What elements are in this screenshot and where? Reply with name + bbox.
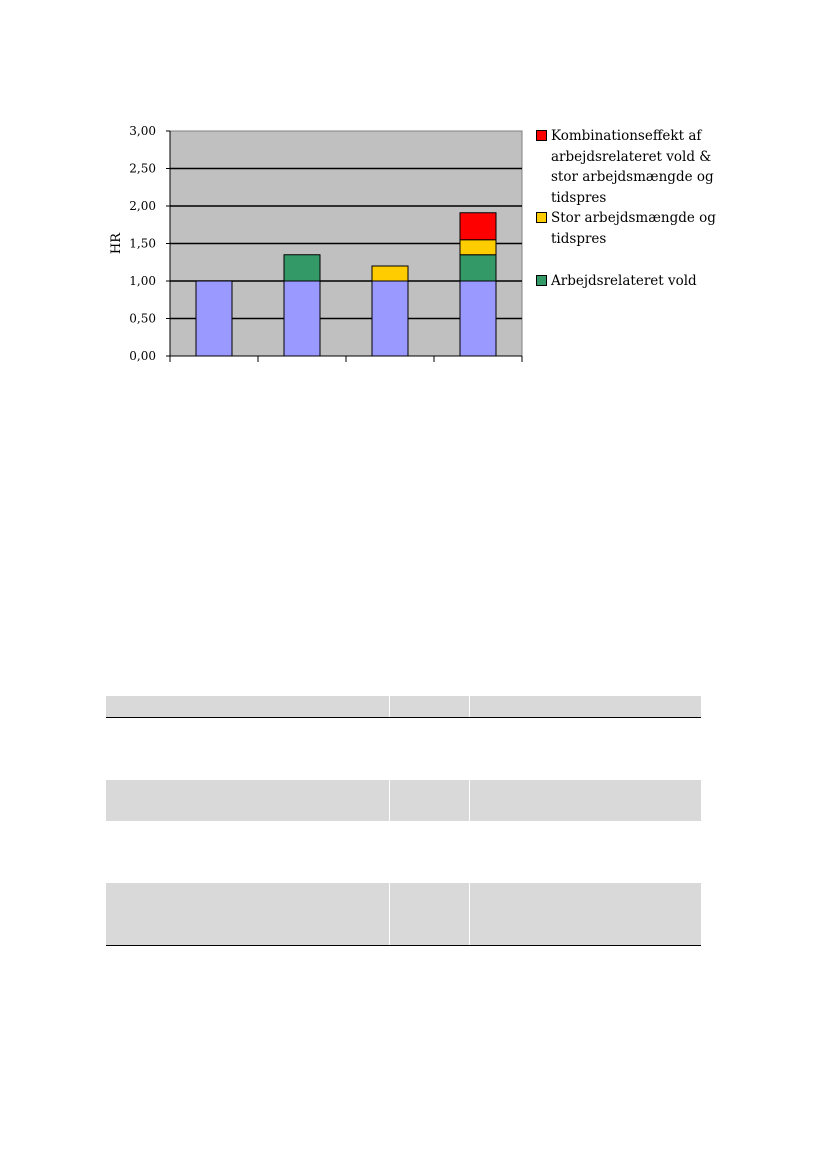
- legend-item-violence: Arbejdsrelateret vold: [536, 271, 726, 292]
- bar-segment-series-0: [283, 254, 321, 282]
- table-cell: [106, 718, 390, 780]
- table-row: [106, 821, 701, 883]
- table-header-cell: [106, 696, 390, 717]
- table-header-row: [106, 696, 701, 718]
- bar-segment-series-1: [459, 239, 497, 256]
- table-cell: [470, 821, 701, 883]
- y-tick-label: 2,50: [129, 162, 156, 176]
- bar-segment-series-1: [371, 265, 409, 282]
- table-row: [106, 718, 701, 780]
- legend-label: Kombinationseffekt af arbejdsrelateret v…: [551, 128, 714, 206]
- legend-swatch-yellow: [536, 212, 547, 223]
- table-cell: [390, 718, 470, 780]
- y-tick-label: 1,00: [129, 274, 156, 288]
- legend-swatch-green: [536, 275, 547, 286]
- stacked-bar-chart: 0,00 0,50 1,00 1,50 2,00 2,50 3,00 HR: [109, 124, 523, 363]
- table-cell: [106, 821, 390, 883]
- chart-legend: Kombinationseffekt af arbejdsrelateret v…: [536, 126, 726, 292]
- table-row: [106, 883, 701, 945]
- y-tick-label: 0,50: [129, 312, 156, 326]
- table-cell: [106, 883, 390, 945]
- y-tick-label: 2,00: [129, 199, 156, 213]
- table-cell: [390, 780, 470, 821]
- legend-label: Stor arbejdsmængde og tidspres: [551, 210, 716, 247]
- bar-segment-base: [371, 280, 409, 357]
- data-table: [106, 696, 701, 946]
- table-cell: [470, 883, 701, 945]
- bar-segment-series-2: [459, 212, 497, 241]
- table-header-cell: [390, 696, 470, 717]
- bar-segment-base: [459, 280, 497, 357]
- table-header-cell: [470, 696, 701, 717]
- y-tick-label: 3,00: [129, 124, 156, 138]
- bars: [195, 212, 497, 357]
- legend-item-workload: Stor arbejdsmængde og tidspres: [536, 208, 726, 249]
- y-tick-label: 1,50: [129, 237, 156, 251]
- legend-swatch-red: [536, 130, 547, 141]
- y-tick-labels: 0,00 0,50 1,00 1,50 2,00 2,50 3,00: [129, 124, 156, 363]
- bar-segment-base: [283, 280, 321, 357]
- table-cell: [390, 821, 470, 883]
- table-row: [106, 780, 701, 821]
- y-tick-label: 0,00: [129, 349, 156, 363]
- bar-segment-base: [195, 280, 233, 357]
- y-axis-label: HR: [109, 232, 124, 254]
- legend-item-combination: Kombinationseffekt af arbejdsrelateret v…: [536, 126, 726, 208]
- table-cell: [390, 883, 470, 945]
- table-cell: [106, 780, 390, 821]
- legend-label: Arbejdsrelateret vold: [551, 273, 697, 289]
- table-cell: [470, 718, 701, 780]
- table-cell: [470, 780, 701, 821]
- bar-segment-series-0: [459, 254, 497, 282]
